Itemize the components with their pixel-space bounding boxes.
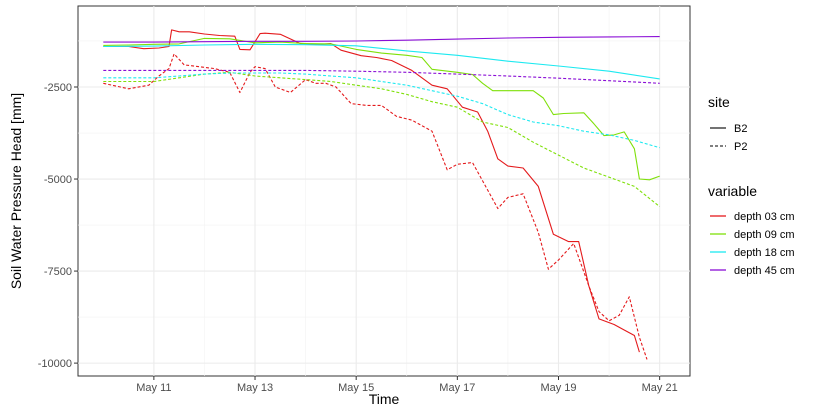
y-tick-label: -10000 bbox=[38, 358, 72, 370]
series-line-p2-depth-45-cm bbox=[103, 69, 660, 84]
y-tick-label: -2500 bbox=[44, 82, 72, 94]
legend-label-variable: depth 45 cm bbox=[734, 265, 795, 277]
series-line-p2-depth-03-cm bbox=[103, 53, 648, 360]
x-tick-label: May 21 bbox=[642, 382, 678, 394]
series-line-b2-depth-03-cm bbox=[103, 29, 640, 353]
x-axis-title: Time bbox=[369, 391, 400, 407]
x-tick-label: May 11 bbox=[136, 382, 171, 394]
series-line-b2-depth-45-cm bbox=[103, 36, 660, 43]
x-tick-label: May 17 bbox=[439, 382, 475, 394]
legend-label-variable: depth 18 cm bbox=[734, 247, 795, 259]
y-tick-label: -5000 bbox=[44, 174, 72, 186]
y-tick-label: -7500 bbox=[44, 266, 72, 278]
legend-label-site: B2 bbox=[734, 123, 747, 135]
legend-label-site: P2 bbox=[734, 141, 747, 153]
plot-panel bbox=[77, 5, 691, 377]
legend-title-variable: variable bbox=[708, 183, 757, 199]
series-line-b2-depth-18-cm bbox=[103, 43, 660, 80]
x-axis: May 11 May 13 May 15 May 17 May 19 May 21 bbox=[136, 376, 678, 394]
grid bbox=[78, 6, 690, 376]
x-tick-label: May 19 bbox=[540, 382, 576, 394]
x-tick-label: May 13 bbox=[237, 382, 273, 394]
series-lines bbox=[103, 29, 661, 360]
legend: site B2 P2 variable depth 03 cm depth 09 cm de… bbox=[708, 94, 795, 277]
legend-label-variable: depth 03 cm bbox=[734, 211, 795, 223]
y-axis-title: Soil Water Pressure Head [mm] bbox=[8, 93, 24, 289]
series-line-p2-depth-09-cm bbox=[103, 71, 661, 208]
legend-title-site: site bbox=[708, 94, 730, 110]
legend-label-variable: depth 09 cm bbox=[734, 229, 795, 241]
y-axis: -2500 -5000 -7500 -10000 bbox=[38, 82, 78, 370]
series-line-p2-depth-18-cm bbox=[103, 72, 660, 149]
x-tick-label: May 15 bbox=[338, 382, 374, 394]
